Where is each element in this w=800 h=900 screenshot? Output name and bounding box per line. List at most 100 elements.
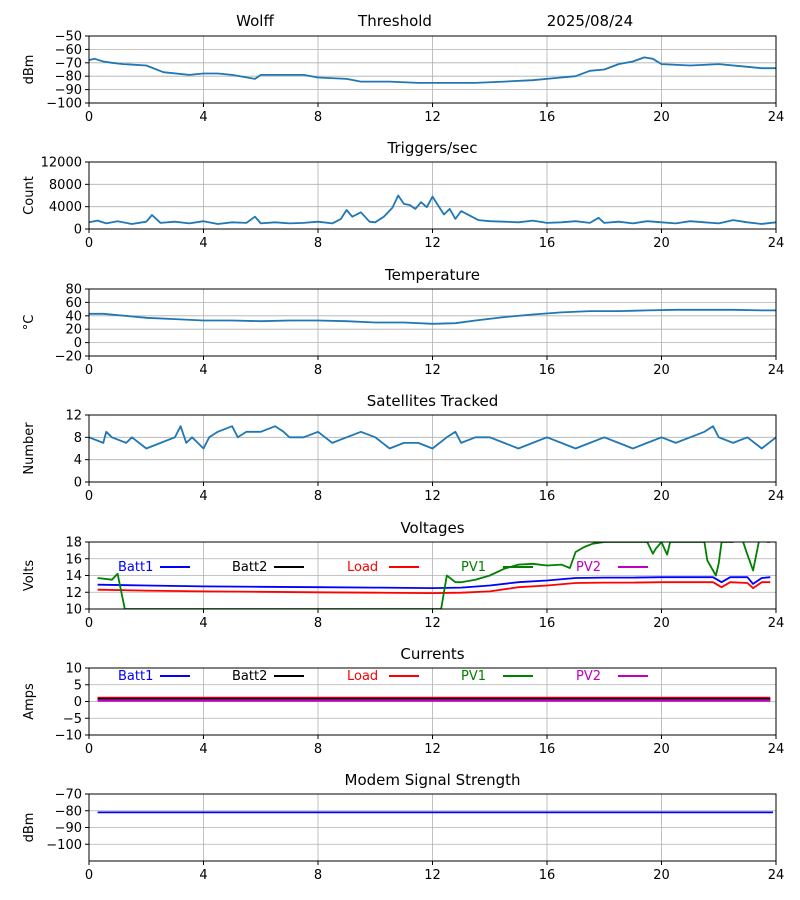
x-tick-label: 16 [539,489,556,504]
chart-title: Voltages [400,519,464,537]
x-tick-label: 12 [424,363,441,378]
y-tick-label: −60 [55,43,82,58]
legend-label-pv1: PV1 [461,560,486,575]
legend-label-batt2: Batt2 [232,669,267,684]
legend-label-batt2: Batt2 [232,560,267,575]
y-tick-label: 8 [74,431,82,446]
x-tick-label: 12 [424,616,441,631]
y-axis-label: °C [22,315,37,331]
x-tick-label: 8 [314,236,322,251]
panel-satellites: 0 4 8 12 16 20 24 0 4 8 12 Satellites Tracked Number [22,392,784,504]
series-group [97,542,771,609]
series-line-temperature [89,308,776,325]
x-tick-label: 16 [539,110,556,125]
series-group [89,56,776,84]
x-tick-label: 16 [539,616,556,631]
series-line-triggers [89,194,776,225]
x-tick-label: 4 [199,363,207,378]
x-tick-label: 8 [314,868,322,883]
x-tick-label: 8 [314,110,322,125]
x-tick-label: 20 [653,236,670,251]
x-tick-label: 0 [85,616,93,631]
chart-title: Triggers/sec [387,139,478,157]
y-tick-label: 40 [65,309,82,324]
x-tick-label: 8 [314,616,322,631]
series-group [89,194,776,225]
y-tick-label: 8000 [49,178,82,193]
x-tick-label: 0 [85,489,93,504]
panel-threshold: 0 4 8 12 16 20 24 −100−90−80−70−60−50 dBm [22,30,784,126]
x-tick-label: 20 [653,363,670,378]
series-group [97,696,771,702]
y-tick-label: 0 [74,223,82,238]
x-tick-label: 16 [539,363,556,378]
x-tick-label: 20 [653,616,670,631]
series-line-pv1 [97,542,771,609]
series-line-threshold [89,56,776,84]
x-tick-label: 0 [85,110,93,125]
y-tick-label: 20 [65,323,82,338]
y-tick-label: 12000 [41,156,82,171]
header-labels: Wolff Threshold 2025/08/24 [236,12,633,30]
chart-title: Currents [400,645,464,663]
date-label: 2025/08/24 [547,12,633,30]
x-tick-label: 24 [768,742,785,757]
y-tick-label: 5 [74,678,82,693]
mode-label: Threshold [357,12,432,30]
x-tick-label: 8 [314,742,322,757]
x-tick-label: 20 [653,868,670,883]
y-tick-label: −100 [46,97,82,112]
station-name: Wolff [236,12,274,30]
x-tick-label: 16 [539,868,556,883]
y-tick-label: 4 [74,453,82,468]
y-tick-label: 0 [74,695,82,710]
x-tick-label: 4 [199,868,207,883]
y-tick-label: −80 [55,70,82,85]
y-tick-label: 4000 [49,200,82,215]
x-tick-label: 24 [768,616,785,631]
x-tick-label: 20 [653,489,670,504]
y-axis-label: Amps [22,683,37,720]
panel-triggers: 0 4 8 12 16 20 24 0 4000 8000 12000 Triggers/sec Cou… [22,139,784,251]
x-tick-label: 16 [539,236,556,251]
y-tick-label: 18 [65,536,82,551]
x-tick-label: 0 [85,742,93,757]
y-tick-label: −80 [55,804,82,819]
y-tick-label: −90 [55,83,82,98]
y-tick-label: −50 [55,30,82,45]
series-group [89,308,776,325]
legend: Batt1 Batt2 Load PV1 PV2 [118,669,648,684]
x-tick-label: 4 [199,236,207,251]
legend-label-load: Load [347,669,378,684]
x-tick-label: 12 [424,236,441,251]
y-tick-label: −5 [63,712,82,727]
x-tick-label: 12 [424,868,441,883]
y-tick-label: −70 [55,56,82,71]
chart-title: Satellites Tracked [367,392,498,410]
x-tick-label: 24 [768,110,785,125]
y-tick-label: 10 [65,662,82,677]
x-tick-label: 8 [314,363,322,378]
x-tick-label: 12 [424,489,441,504]
x-tick-label: 20 [653,742,670,757]
series-line-batt1 [97,576,771,589]
x-tick-label: 24 [768,363,785,378]
y-tick-label: 0 [74,476,82,491]
x-tick-label: 0 [85,868,93,883]
y-tick-label: −20 [55,350,82,365]
y-tick-label: 0 [74,336,82,351]
series-line-satellites [89,425,776,450]
x-tick-label: 24 [768,489,785,504]
y-axis-label: Volts [22,560,37,592]
x-tick-label: 4 [199,110,207,125]
y-tick-label: −100 [46,838,82,853]
x-tick-label: 4 [199,489,207,504]
x-tick-label: 12 [424,742,441,757]
x-tick-label: 4 [199,742,207,757]
x-tick-label: 12 [424,110,441,125]
y-tick-label: −10 [55,729,82,744]
